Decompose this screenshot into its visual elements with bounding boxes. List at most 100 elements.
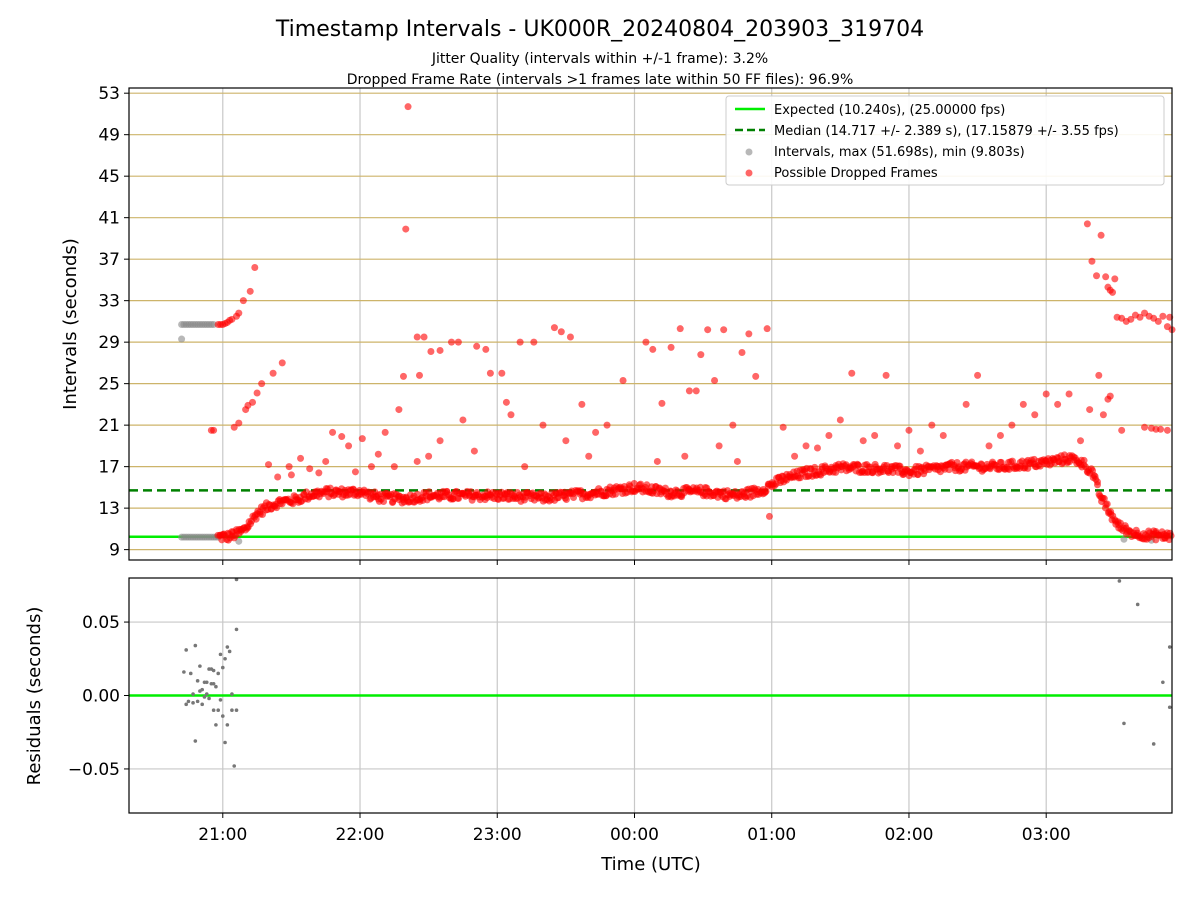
x-tick-label: 01:00 [747, 825, 796, 845]
legend-dropped-label: Possible Dropped Frames [774, 166, 938, 181]
intervals-y-tick-label: 33 [98, 292, 120, 312]
dropped-frame-point [498, 369, 506, 377]
dropped-frame-point [1141, 423, 1149, 431]
dropped-frame-point [974, 371, 982, 379]
dropped-frame-point [436, 346, 444, 354]
residual-point [234, 708, 239, 712]
dropped-frame-point [1136, 313, 1144, 321]
dropped-frame-point [905, 426, 913, 434]
intervals-points [178, 103, 1176, 545]
dropped-frame-point [894, 442, 902, 450]
dropped-frame-point [1095, 371, 1103, 379]
intervals-y-tick-label: 25 [98, 375, 120, 395]
dropped-frame-point [882, 371, 890, 379]
dropped-frame-point [825, 432, 833, 440]
dropped-frame-point [413, 457, 421, 465]
residual-point [188, 671, 193, 676]
intervals-y-tick-label: 53 [98, 84, 120, 104]
dropped-frame-point [486, 369, 494, 377]
dropped-frame-point [562, 496, 570, 504]
dropped-frame-point [1031, 411, 1039, 419]
dropped-frame-point [1106, 392, 1114, 400]
dropped-frame-point [1127, 315, 1135, 323]
dropped-frame-point [871, 432, 879, 440]
dropped-frame-point [265, 461, 273, 469]
dropped-frame-point [711, 377, 719, 385]
dropped-frame-point [1159, 312, 1167, 320]
dropped-frame-point [470, 447, 478, 455]
residuals-y-tick-label: −0.05 [68, 760, 120, 780]
time-x-axis-label: Time (UTC) [600, 854, 701, 875]
dropped-frame-point [210, 426, 218, 434]
dropped-frame-point [415, 371, 423, 379]
intervals-y-tick-label: 13 [98, 499, 120, 519]
chart-subtitle-dropped: Dropped Frame Rate (intervals >1 frames … [347, 72, 854, 88]
residual-point [1167, 645, 1172, 649]
dropped-frame-point [1008, 421, 1016, 429]
dropped-frame-point [667, 343, 675, 351]
residual-point [204, 692, 209, 696]
intervals-axis-ticks: 9 13 17 21 25 29 33 37 41 45 49 53 [98, 84, 1047, 565]
dropped-frame-point [1093, 481, 1101, 489]
dropped-frame-point [427, 347, 435, 355]
residuals-y-tick-label: 0.00 [82, 687, 120, 707]
dropped-frame-point [1102, 273, 1110, 281]
residual-point [223, 656, 227, 661]
dropped-frame-point [1134, 532, 1142, 540]
residual-point [207, 696, 211, 701]
residual-point [1122, 721, 1126, 726]
dropped-frame-point [402, 225, 410, 233]
dropped-frame-point [404, 103, 412, 111]
dropped-frame-point [239, 297, 247, 305]
dropped-frame-point [1083, 220, 1091, 228]
legend-intervals-label: Intervals, max (51.698s), min (9.803s) [774, 145, 1025, 160]
intervals-y-tick-label: 21 [98, 416, 120, 436]
dropped-frame-point [1086, 406, 1094, 414]
dropped-frame-point [269, 369, 277, 377]
x-tick-label: 22:00 [336, 825, 385, 845]
dropped-frame-point [916, 447, 924, 455]
dropped-frame-point [249, 398, 257, 406]
dropped-frame-point [566, 333, 574, 341]
dropped-frame-point [1019, 400, 1027, 408]
dropped-frame-point [557, 328, 565, 336]
residual-point [225, 645, 230, 649]
dropped-frame-point [1109, 288, 1117, 296]
residual-point [234, 627, 239, 632]
dropped-frame-point [752, 372, 760, 380]
legend-intervals-swatch [745, 148, 753, 156]
dropped-frame-point [251, 263, 259, 271]
dropped-frame-point [729, 421, 737, 429]
dropped-frame-point [235, 419, 243, 427]
dropped-frame-point [374, 450, 382, 458]
residual-point [193, 739, 198, 743]
residual-point [214, 723, 218, 727]
dropped-frame-point [720, 326, 728, 334]
residual-point [216, 671, 221, 676]
dropped-frame-point [381, 428, 389, 436]
residual-point [191, 692, 195, 696]
residual-point [223, 740, 227, 745]
dropped-frame-point [420, 333, 428, 341]
dropped-frame-point [676, 325, 684, 333]
dropped-frame-point [1143, 535, 1151, 543]
residual-point [1161, 680, 1165, 685]
dropped-frame-point [550, 324, 558, 332]
dropped-frame-point [252, 515, 260, 523]
dropped-frame-point [681, 452, 689, 460]
dropped-frame-point [413, 333, 421, 341]
dropped-frame-point [448, 338, 456, 346]
dropped-frame-point [1154, 317, 1162, 325]
dropped-frame-point [278, 359, 286, 367]
dropped-frame-point [653, 457, 661, 465]
legend-dropped-swatch [745, 169, 753, 177]
residual-point [200, 702, 204, 707]
dropped-frame-point [855, 462, 863, 470]
legend: Expected (10.240s), (25.00000 fps) Media… [725, 95, 1165, 186]
dropped-frame-point [715, 442, 723, 450]
dropped-frame-point [603, 421, 611, 429]
residual-point [195, 679, 200, 683]
dropped-frame-point [649, 345, 657, 353]
dropped-frame-point [516, 338, 524, 346]
